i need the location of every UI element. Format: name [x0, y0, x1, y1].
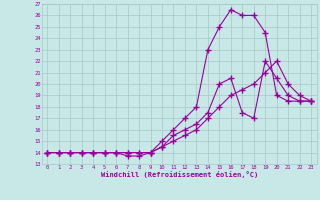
- X-axis label: Windchill (Refroidissement éolien,°C): Windchill (Refroidissement éolien,°C): [100, 171, 258, 178]
